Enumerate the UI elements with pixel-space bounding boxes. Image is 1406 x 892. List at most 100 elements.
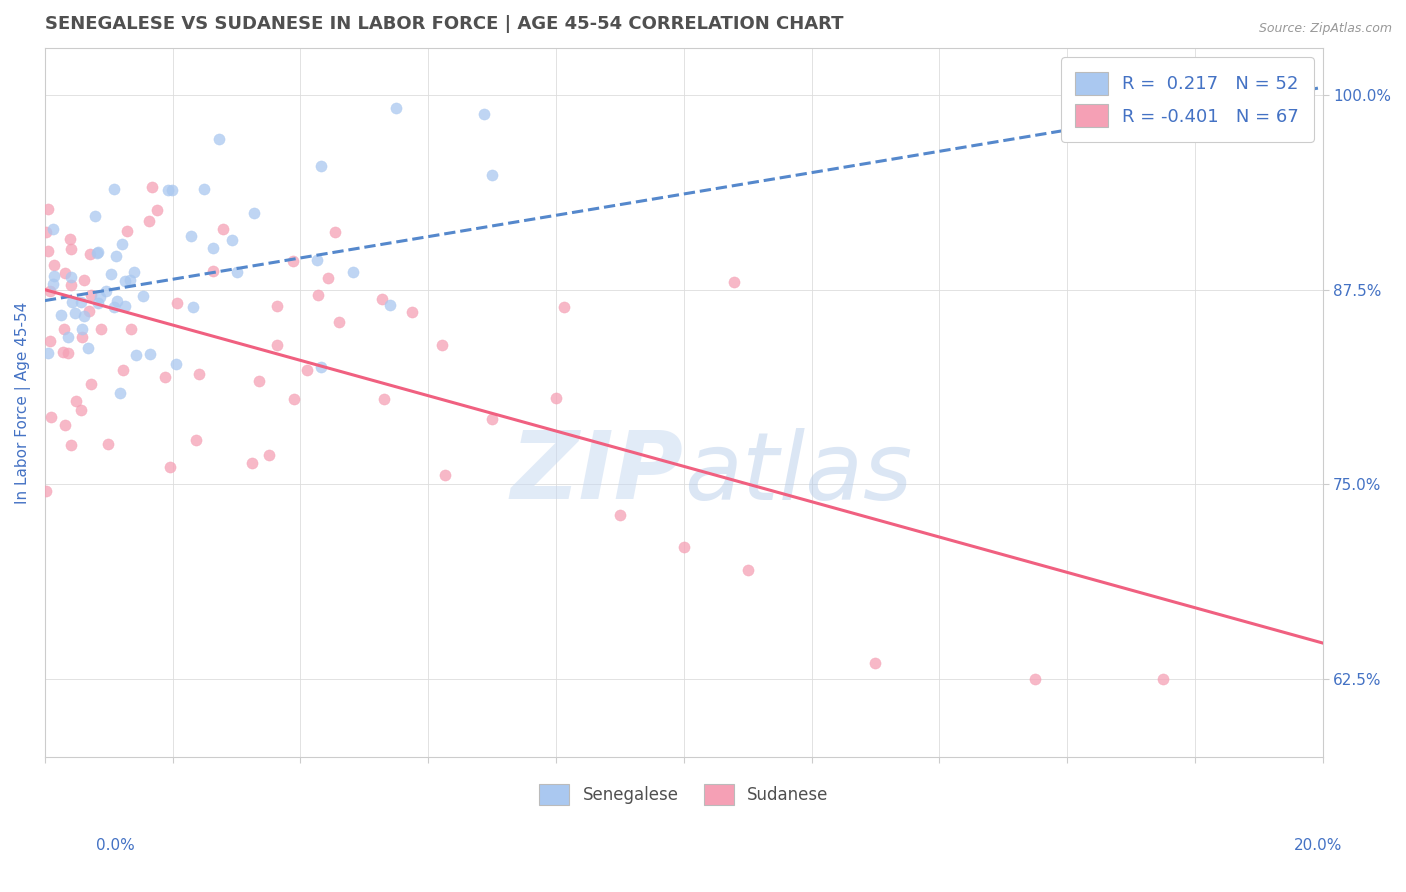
- Point: [38, 284, 60, 298]
- Point: [53, 417, 76, 432]
- Point: [42, 277, 65, 292]
- Point: [283, 392, 305, 406]
- Point: [153, 370, 176, 384]
- Point: [297, 363, 319, 377]
- Point: [100, 267, 122, 281]
- Point: [165, 357, 187, 371]
- Point: [125, 348, 148, 362]
- Point: [70, 322, 93, 336]
- Point: [159, 460, 181, 475]
- Point: [342, 265, 364, 279]
- Point: [1024, 672, 1046, 686]
- Point: [309, 360, 332, 375]
- Point: [108, 386, 131, 401]
- Point: [114, 299, 136, 313]
- Y-axis label: In Labor Force | Age 45-54: In Labor Force | Age 45-54: [15, 301, 31, 504]
- Point: [1152, 672, 1174, 686]
- Point: [79, 303, 101, 318]
- Point: [208, 131, 231, 145]
- Point: [141, 179, 163, 194]
- Point: [107, 294, 129, 309]
- Text: Source: ZipAtlas.com: Source: ZipAtlas.com: [1258, 22, 1392, 36]
- Point: [112, 363, 135, 377]
- Point: [79, 247, 101, 261]
- Point: [307, 252, 329, 267]
- Point: [37, 244, 59, 258]
- Point: [672, 540, 695, 554]
- Text: SENEGALESE VS SUDANESE IN LABOR FORCE | AGE 45-54 CORRELATION CHART: SENEGALESE VS SUDANESE IN LABOR FORCE | …: [45, 15, 844, 33]
- Point: [328, 315, 350, 329]
- Point: [481, 168, 503, 182]
- Text: ZIP: ZIP: [510, 427, 683, 519]
- Point: [181, 300, 204, 314]
- Point: [56, 329, 79, 343]
- Point: [103, 300, 125, 314]
- Point: [97, 437, 120, 451]
- Point: [35, 483, 58, 498]
- Point: [609, 508, 631, 523]
- Point: [35, 226, 58, 240]
- Point: [433, 468, 456, 483]
- Point: [87, 296, 110, 310]
- Point: [401, 305, 423, 319]
- Point: [53, 266, 76, 280]
- Point: [73, 273, 96, 287]
- Point: [59, 438, 82, 452]
- Point: [266, 299, 288, 313]
- Point: [115, 224, 138, 238]
- Point: [77, 341, 100, 355]
- Point: [193, 182, 215, 196]
- Point: [60, 269, 83, 284]
- Point: [104, 249, 127, 263]
- Point: [103, 181, 125, 195]
- Point: [52, 344, 75, 359]
- Point: [257, 448, 280, 462]
- Point: [69, 403, 91, 417]
- Point: [90, 322, 112, 336]
- Point: [225, 265, 247, 279]
- Point: [41, 409, 63, 424]
- Point: [472, 107, 495, 121]
- Point: [39, 334, 62, 348]
- Point: [62, 294, 84, 309]
- Point: [59, 242, 82, 256]
- Point: [120, 322, 142, 336]
- Point: [114, 274, 136, 288]
- Point: [131, 289, 153, 303]
- Point: [122, 265, 145, 279]
- Point: [723, 275, 745, 289]
- Point: [201, 264, 224, 278]
- Point: [180, 229, 202, 244]
- Point: [59, 278, 82, 293]
- Point: [309, 159, 332, 173]
- Point: [186, 433, 208, 447]
- Point: [84, 209, 107, 223]
- Point: [157, 183, 180, 197]
- Point: [316, 271, 339, 285]
- Point: [63, 306, 86, 320]
- Point: [202, 241, 225, 255]
- Point: [553, 301, 575, 315]
- Text: 20.0%: 20.0%: [1295, 838, 1343, 853]
- Point: [89, 290, 111, 304]
- Point: [544, 392, 567, 406]
- Point: [430, 338, 453, 352]
- Point: [120, 273, 142, 287]
- Point: [65, 394, 87, 409]
- Text: atlas: atlas: [683, 428, 912, 519]
- Point: [378, 298, 401, 312]
- Point: [481, 412, 503, 426]
- Point: [139, 346, 162, 360]
- Point: [69, 295, 91, 310]
- Point: [37, 202, 59, 216]
- Point: [307, 288, 329, 302]
- Point: [266, 338, 288, 352]
- Point: [323, 225, 346, 239]
- Point: [737, 563, 759, 577]
- Point: [42, 221, 65, 235]
- Point: [187, 367, 209, 381]
- Point: [371, 292, 394, 306]
- Point: [73, 309, 96, 323]
- Point: [94, 284, 117, 298]
- Point: [247, 374, 270, 388]
